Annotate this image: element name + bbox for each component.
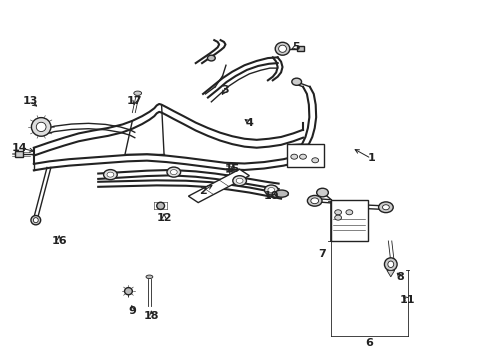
Ellipse shape [264, 185, 278, 195]
Text: 17: 17 [127, 96, 142, 106]
Ellipse shape [311, 158, 318, 163]
Text: 18: 18 [144, 311, 159, 321]
Text: 10: 10 [263, 191, 279, 201]
Text: 11: 11 [399, 295, 415, 305]
Bar [15, 151, 22, 157]
Ellipse shape [334, 215, 341, 220]
Ellipse shape [274, 190, 288, 197]
Ellipse shape [107, 172, 114, 177]
Ellipse shape [31, 216, 41, 225]
Text: 12: 12 [156, 213, 171, 222]
Text: 16: 16 [51, 236, 67, 246]
Ellipse shape [33, 218, 38, 223]
Polygon shape [188, 169, 249, 203]
Ellipse shape [384, 258, 396, 271]
Ellipse shape [146, 275, 153, 279]
Ellipse shape [31, 118, 51, 136]
Ellipse shape [278, 45, 286, 52]
Bar [330, 200, 367, 241]
Ellipse shape [157, 202, 164, 210]
Ellipse shape [275, 42, 289, 55]
Text: 8: 8 [396, 272, 404, 282]
Ellipse shape [387, 261, 393, 267]
Ellipse shape [382, 205, 388, 210]
Ellipse shape [291, 78, 301, 85]
Ellipse shape [299, 154, 306, 159]
Ellipse shape [316, 188, 328, 197]
Ellipse shape [232, 176, 246, 186]
Text: 14: 14 [11, 143, 27, 153]
Bar [297, 46, 304, 51]
Text: 7: 7 [318, 248, 325, 258]
Text: 3: 3 [221, 85, 228, 95]
Text: 4: 4 [245, 118, 253, 128]
Ellipse shape [334, 210, 341, 215]
Text: 15: 15 [224, 164, 240, 174]
Ellipse shape [378, 202, 392, 213]
Ellipse shape [166, 167, 180, 177]
Ellipse shape [134, 91, 142, 95]
Ellipse shape [290, 154, 297, 159]
Ellipse shape [207, 55, 215, 61]
Ellipse shape [124, 288, 132, 295]
Text: 9: 9 [128, 306, 136, 316]
Ellipse shape [267, 188, 274, 193]
Ellipse shape [310, 198, 318, 204]
Text: 6: 6 [364, 338, 372, 348]
Ellipse shape [307, 195, 322, 206]
Ellipse shape [345, 210, 352, 215]
Polygon shape [386, 270, 394, 277]
Text: 2: 2 [199, 186, 206, 196]
Ellipse shape [170, 170, 177, 175]
Text: 1: 1 [366, 153, 374, 163]
Ellipse shape [103, 170, 117, 180]
Bar [287, 144, 324, 167]
Text: 5: 5 [291, 42, 299, 52]
Ellipse shape [236, 178, 243, 183]
Ellipse shape [36, 122, 46, 132]
Text: 13: 13 [22, 96, 38, 106]
